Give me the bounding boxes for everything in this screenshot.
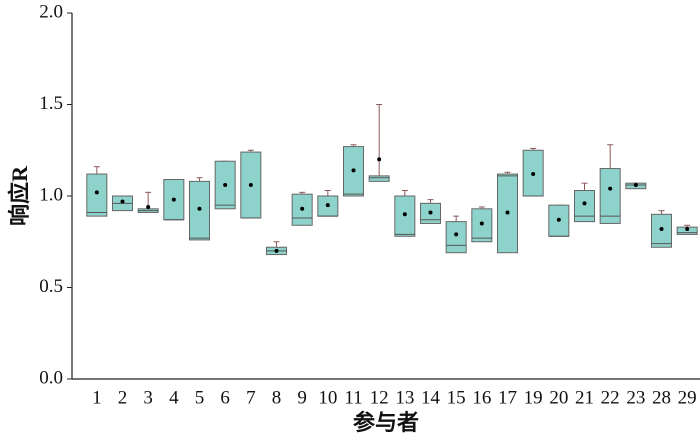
x-tick-label: 16 xyxy=(472,387,491,408)
mean-dot xyxy=(197,206,202,211)
x-tick-label: 5 xyxy=(195,387,205,408)
x-tick-label: 17 xyxy=(498,387,517,408)
x-tick-label: 21 xyxy=(575,387,594,408)
box xyxy=(86,173,108,217)
mean-dot xyxy=(351,168,356,173)
mean-dot xyxy=(454,232,459,237)
y-tick-label: 1.5 xyxy=(39,93,63,114)
x-tick-label: 1 xyxy=(92,387,102,408)
mean-dot xyxy=(659,226,664,231)
mean-dot xyxy=(428,210,433,215)
box xyxy=(599,168,621,224)
x-tick-label: 6 xyxy=(220,387,230,408)
mean-dot xyxy=(120,199,125,204)
mean-dot xyxy=(685,226,690,231)
x-tick-label: 19 xyxy=(524,387,543,408)
x-tick-label: 8 xyxy=(272,387,282,408)
box xyxy=(573,190,596,223)
mean-dot xyxy=(325,203,330,208)
x-tick-label: 9 xyxy=(297,387,307,408)
mean-dot xyxy=(402,212,407,217)
mean-dot xyxy=(171,197,176,202)
x-tick-label: 29 xyxy=(678,387,697,408)
x-tick-label: 4 xyxy=(169,387,179,408)
mean-dot xyxy=(223,183,228,188)
mean-dot xyxy=(505,210,510,215)
x-tick-label: 14 xyxy=(421,387,441,408)
x-tick-label: 15 xyxy=(447,387,466,408)
box xyxy=(368,175,390,182)
mean-dot xyxy=(531,172,536,177)
box xyxy=(445,221,467,254)
mean-dot xyxy=(608,186,613,191)
y-tick-label: 1.0 xyxy=(39,184,63,205)
x-tick-label: 11 xyxy=(344,387,362,408)
x-tick-label: 12 xyxy=(370,387,389,408)
mean-dot xyxy=(633,183,638,188)
mean-dot xyxy=(300,206,305,211)
x-tick-label: 10 xyxy=(318,387,337,408)
mean-dot xyxy=(582,201,587,206)
mean-dot xyxy=(274,248,279,253)
x-tick-label: 23 xyxy=(626,387,645,408)
y-tick-label: 0.0 xyxy=(39,367,63,388)
x-tick-label: 28 xyxy=(652,387,671,408)
x-tick-label: 3 xyxy=(143,387,153,408)
x-tick-label: 13 xyxy=(395,387,414,408)
mean-dot xyxy=(248,183,253,188)
x-axis-label: 参与者 xyxy=(353,410,419,435)
mean-dot xyxy=(377,157,382,162)
x-tick-label: 7 xyxy=(246,387,256,408)
x-tick-label: 2 xyxy=(118,387,128,408)
mean-dot xyxy=(146,204,151,209)
y-axis-label: 响应R xyxy=(7,165,32,226)
mean-dot xyxy=(556,217,561,222)
x-tick-label: 20 xyxy=(549,387,568,408)
x-tick-label: 22 xyxy=(601,387,620,408)
mean-dot xyxy=(479,221,484,226)
mean-dot xyxy=(94,190,99,195)
y-tick-label: 0.5 xyxy=(39,276,63,297)
y-tick-label: 2.0 xyxy=(39,1,63,22)
